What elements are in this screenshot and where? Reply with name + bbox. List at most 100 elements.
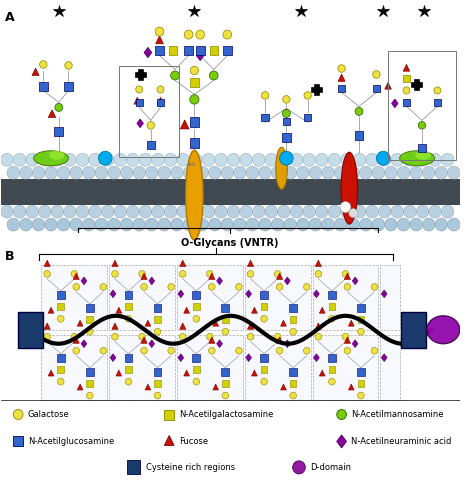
Ellipse shape — [40, 61, 47, 68]
Ellipse shape — [429, 205, 441, 218]
Bar — [57, 291, 64, 299]
Ellipse shape — [341, 205, 353, 218]
Ellipse shape — [207, 270, 213, 277]
Ellipse shape — [196, 218, 209, 231]
Polygon shape — [180, 260, 186, 267]
Bar — [125, 303, 132, 310]
Ellipse shape — [403, 153, 416, 166]
Ellipse shape — [359, 166, 372, 179]
Text: N-Acetilneuraminic acid: N-Acetilneuraminic acid — [351, 437, 452, 446]
Bar — [261, 366, 267, 373]
Ellipse shape — [322, 218, 334, 231]
Ellipse shape — [141, 347, 147, 354]
Ellipse shape — [247, 333, 254, 340]
Bar — [261, 114, 269, 121]
Ellipse shape — [26, 153, 38, 166]
Bar — [380, 265, 400, 330]
Ellipse shape — [240, 205, 253, 218]
Bar — [328, 354, 336, 362]
Bar — [55, 127, 63, 136]
Ellipse shape — [371, 284, 378, 290]
Polygon shape — [313, 354, 319, 362]
Bar — [109, 335, 175, 399]
Polygon shape — [180, 323, 186, 329]
Ellipse shape — [155, 27, 164, 36]
Polygon shape — [313, 290, 319, 298]
Ellipse shape — [371, 347, 378, 354]
Ellipse shape — [209, 284, 215, 290]
Bar — [418, 144, 426, 152]
Ellipse shape — [133, 218, 146, 231]
Ellipse shape — [315, 205, 328, 218]
Ellipse shape — [76, 205, 89, 218]
Ellipse shape — [196, 30, 205, 39]
Bar — [86, 304, 94, 312]
Text: A: A — [5, 11, 14, 24]
Bar — [245, 335, 310, 399]
Ellipse shape — [378, 205, 391, 218]
Polygon shape — [213, 384, 219, 390]
Polygon shape — [77, 320, 83, 326]
Ellipse shape — [100, 347, 107, 354]
Polygon shape — [403, 65, 410, 71]
Ellipse shape — [73, 284, 80, 290]
Ellipse shape — [265, 153, 278, 166]
Ellipse shape — [157, 86, 164, 93]
Ellipse shape — [261, 92, 269, 99]
Ellipse shape — [259, 218, 272, 231]
Ellipse shape — [64, 205, 76, 218]
Ellipse shape — [7, 218, 19, 231]
Ellipse shape — [44, 270, 50, 277]
Ellipse shape — [147, 122, 155, 129]
Ellipse shape — [236, 284, 242, 290]
Polygon shape — [315, 323, 321, 329]
Text: N-Acetilglucosamine: N-Acetilglucosamine — [28, 437, 114, 446]
Polygon shape — [164, 436, 174, 445]
Ellipse shape — [38, 205, 51, 218]
Ellipse shape — [13, 410, 23, 419]
Polygon shape — [344, 273, 350, 279]
Ellipse shape — [290, 153, 303, 166]
Bar — [169, 47, 177, 55]
Bar — [261, 303, 267, 310]
Bar — [41, 265, 107, 330]
Bar — [57, 366, 64, 373]
Ellipse shape — [240, 153, 253, 166]
Ellipse shape — [125, 316, 132, 322]
Ellipse shape — [276, 347, 283, 354]
Ellipse shape — [190, 205, 202, 218]
Polygon shape — [48, 370, 54, 376]
Ellipse shape — [100, 284, 107, 290]
Ellipse shape — [416, 153, 429, 166]
Polygon shape — [217, 277, 222, 285]
Bar — [380, 335, 400, 399]
Ellipse shape — [190, 153, 202, 166]
Bar — [18, 312, 43, 348]
Ellipse shape — [180, 333, 186, 340]
Ellipse shape — [45, 218, 57, 231]
Ellipse shape — [73, 347, 80, 354]
Ellipse shape — [272, 166, 284, 179]
Ellipse shape — [447, 166, 460, 179]
Ellipse shape — [155, 328, 161, 335]
Bar — [155, 380, 161, 387]
Bar — [373, 85, 380, 92]
Ellipse shape — [57, 316, 64, 322]
Ellipse shape — [112, 333, 118, 340]
Ellipse shape — [353, 205, 366, 218]
Bar — [290, 317, 296, 323]
Ellipse shape — [133, 166, 146, 179]
Polygon shape — [352, 277, 358, 285]
Ellipse shape — [139, 205, 152, 218]
Ellipse shape — [141, 284, 147, 290]
Ellipse shape — [309, 218, 322, 231]
Ellipse shape — [209, 166, 221, 179]
Bar — [260, 291, 268, 299]
Polygon shape — [281, 384, 286, 390]
Polygon shape — [178, 354, 184, 362]
Ellipse shape — [209, 218, 221, 231]
Ellipse shape — [344, 284, 351, 290]
Ellipse shape — [139, 153, 152, 166]
Ellipse shape — [328, 378, 335, 385]
Ellipse shape — [183, 166, 196, 179]
